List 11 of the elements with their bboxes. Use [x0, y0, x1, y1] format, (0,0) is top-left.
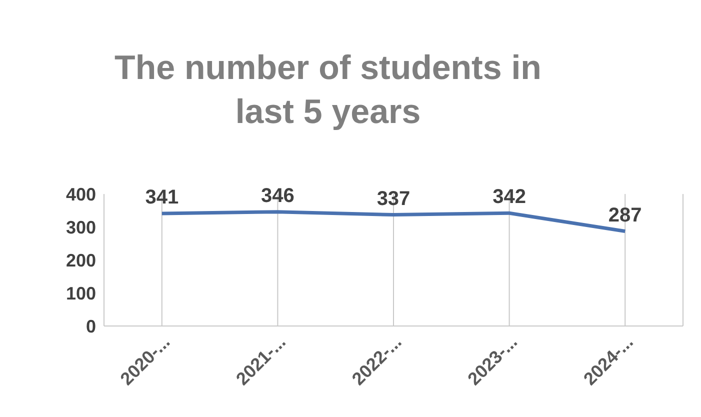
- y-tick-label: 0: [86, 316, 96, 336]
- data-label: 346: [261, 184, 294, 207]
- y-tick-label: 300: [66, 217, 96, 238]
- data-label: 341: [145, 186, 179, 208]
- y-tick-label: 200: [66, 250, 96, 270]
- chart-title: The number of students in last 5 years: [114, 48, 542, 133]
- data-label: 287: [608, 204, 642, 226]
- data-label: 342: [492, 186, 526, 208]
- data-label: 337: [376, 188, 410, 210]
- y-tick-label: 100: [66, 283, 96, 304]
- y-tick-label: 400: [66, 184, 96, 204]
